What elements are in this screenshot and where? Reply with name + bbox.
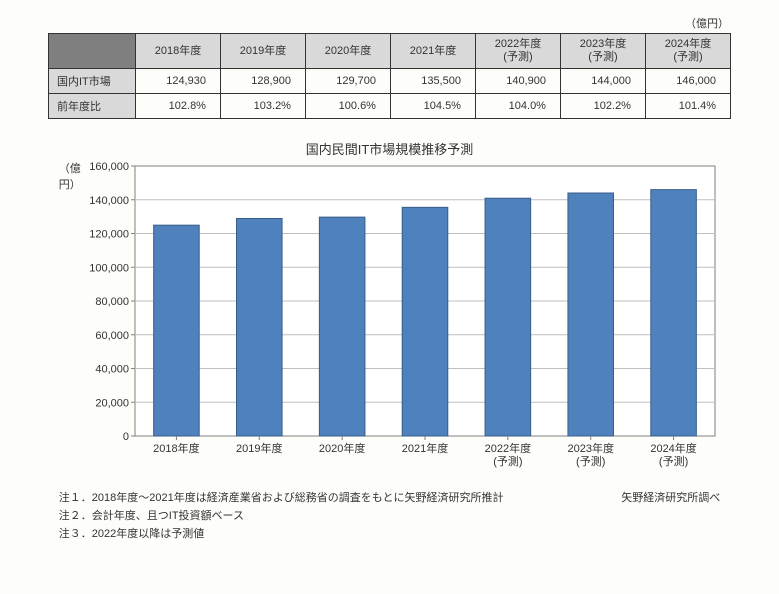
chart-container: 国内民間IT市場規模推移予測 （億円） 0 20,000 40,000 60,000 8… — [59, 139, 720, 472]
table-cell: 135,500 — [390, 69, 475, 94]
footnote-line: 注３．2022年度以降は予測値 — [59, 526, 720, 544]
svg-text:60,000: 60,000 — [95, 330, 129, 342]
chart-bar — [568, 193, 614, 436]
table-corner — [48, 34, 135, 69]
svg-text:2022年度: 2022年度 — [484, 441, 530, 455]
svg-text:2018年度: 2018年度 — [153, 441, 199, 455]
svg-text:2023年度: 2023年度 — [567, 441, 613, 455]
table-cell: 103.2% — [220, 94, 305, 119]
svg-text:(予測): (予測) — [493, 454, 522, 468]
table-col-header: 2020年度 — [305, 34, 390, 69]
table-col-header: 2021年度 — [390, 34, 475, 69]
svg-text:2020年度: 2020年度 — [319, 441, 365, 455]
svg-text:160,000: 160,000 — [89, 161, 129, 173]
table-col-header: 2019年度 — [220, 34, 305, 69]
table-row-header: 国内IT市場 — [48, 69, 135, 94]
svg-text:140,000: 140,000 — [89, 195, 129, 207]
table-row-header: 前年度比 — [48, 94, 135, 119]
svg-text:2024年度: 2024年度 — [650, 441, 696, 455]
svg-text:80,000: 80,000 — [95, 296, 129, 308]
svg-text:120,000: 120,000 — [89, 229, 129, 241]
svg-text:40,000: 40,000 — [95, 364, 129, 376]
table-cell: 144,000 — [560, 69, 645, 94]
chart-title: 国内民間IT市場規模推移予測 — [59, 139, 720, 158]
chart-bar — [651, 190, 697, 436]
chart-y-unit: （億円） — [59, 160, 85, 192]
table-col-header: 2023年度(予測) — [560, 34, 645, 69]
table-col-header: 2022年度(予測) — [475, 34, 560, 69]
table-body: 国内IT市場124,930128,900129,700135,500140,90… — [48, 69, 730, 119]
table-row: 前年度比102.8%103.2%100.6%104.5%104.0%102.2%… — [48, 94, 730, 119]
footnotes: 矢野経済研究所調べ 注１．2018年度～2021年度は経済産業省および総務省の調… — [59, 490, 720, 543]
svg-text:0: 0 — [123, 431, 129, 443]
table-cell: 104.5% — [390, 94, 475, 119]
table-row: 国内IT市場124,930128,900129,700135,500140,90… — [48, 69, 730, 94]
table-header-row: 2018年度2019年度2020年度2021年度2022年度(予測)2023年度… — [48, 34, 730, 69]
table-cell: 124,930 — [135, 69, 220, 94]
unit-label-top: （億円） — [30, 15, 729, 31]
svg-text:20,000: 20,000 — [95, 398, 129, 410]
table-cell: 101.4% — [645, 94, 730, 119]
source-credit: 矢野経済研究所調べ — [621, 490, 720, 508]
svg-text:(予測): (予測) — [659, 454, 688, 468]
chart-bar — [153, 226, 199, 437]
svg-text:2021年度: 2021年度 — [402, 441, 448, 455]
data-table: 2018年度2019年度2020年度2021年度2022年度(予測)2023年度… — [48, 33, 731, 119]
table-cell: 100.6% — [305, 94, 390, 119]
svg-text:100,000: 100,000 — [89, 263, 129, 275]
chart-bar — [485, 199, 531, 437]
table-cell: 102.8% — [135, 94, 220, 119]
chart-svg: 0 20,000 40,000 60,000 80,000 100,000 120,000 1… — [85, 160, 723, 472]
table-cell: 146,000 — [645, 69, 730, 94]
table-col-header: 2024年度(予測) — [645, 34, 730, 69]
chart-bar — [402, 208, 448, 437]
svg-text:2019年度: 2019年度 — [236, 441, 282, 455]
chart-bar — [319, 218, 365, 437]
svg-text:(予測): (予測) — [576, 454, 605, 468]
chart-bar — [236, 219, 282, 437]
table-col-header: 2018年度 — [135, 34, 220, 69]
table-cell: 104.0% — [475, 94, 560, 119]
footnote-line: 注２．会計年度、且つIT投資額ベース — [59, 508, 720, 526]
table-cell: 129,700 — [305, 69, 390, 94]
table-cell: 128,900 — [220, 69, 305, 94]
table-cell: 140,900 — [475, 69, 560, 94]
table-cell: 102.2% — [560, 94, 645, 119]
chart-plot-area: 0 20,000 40,000 60,000 80,000 100,000 120,000 1… — [85, 160, 723, 472]
